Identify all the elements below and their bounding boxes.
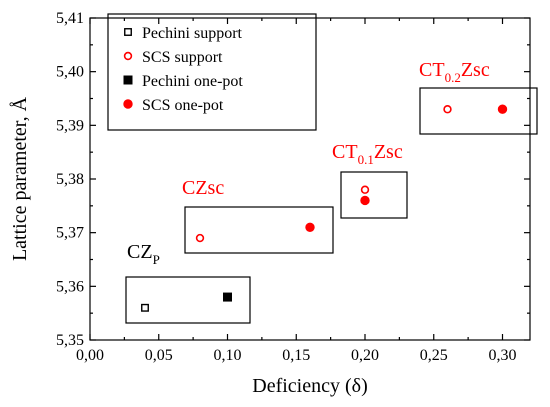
point-scs-support [195, 233, 205, 243]
y-tick-label: 5,37 [56, 225, 84, 242]
group-box-3 [340, 171, 408, 219]
legend-label: SCS support [142, 49, 223, 66]
x-tick-label: 0,20 [351, 347, 379, 364]
group-boxes [125, 87, 538, 324]
point-pechini-support [141, 303, 149, 312]
point-scs-one-pot [305, 222, 315, 233]
y-tick-label: 5,38 [56, 171, 84, 188]
x-tick-label: 0,30 [489, 347, 517, 364]
legend-marker [123, 51, 133, 61]
legend-label: Pechini one-pot [142, 73, 243, 90]
y-tick-label: 5,35 [56, 332, 84, 349]
annotation-label: CZP [127, 241, 160, 267]
legend-box [107, 13, 317, 131]
point-pechini-one-pot [223, 292, 232, 302]
x-axis-ticks: 0,00 0,05 0,10 0,15 0,20 0,25 0,30 [76, 18, 517, 364]
x-tick-label: 0,25 [420, 347, 448, 364]
point-scs-one-pot [497, 104, 508, 114]
annotation-label: CT0.2Zsc [419, 59, 490, 85]
y-tick-label: 5,36 [56, 278, 84, 295]
annotations: CZP CZsc CT0.1Zsc CT0.2Zsc [127, 59, 490, 267]
x-tick-label: 0,10 [214, 347, 242, 364]
legend-marker [123, 75, 133, 85]
legend: Pechini support SCS support Pechini one-po… [107, 13, 317, 131]
group-box-1 [125, 276, 251, 324]
annotation-label: CT0.1Zsc [332, 141, 403, 167]
y-axis-ticks: 5,35 5,36 5,37 5,38 5,39 5,40 5,41 [56, 10, 530, 349]
y-tick-label: 5,40 [56, 64, 84, 81]
axis-titles: Deficiency (δ) Lattice parameter, Å [9, 96, 368, 397]
data-points [141, 104, 508, 312]
y-axis-title: Lattice parameter, Å [9, 96, 31, 261]
annotation-label: CZsc [182, 177, 224, 199]
point-scs-support [360, 185, 370, 194]
x-tick-label: 0,05 [145, 347, 173, 364]
point-scs-support [443, 105, 452, 114]
x-axis-title: Deficiency (δ) [252, 375, 367, 397]
y-tick-label: 5,39 [56, 117, 84, 134]
y-tick-label: 5,41 [56, 10, 84, 27]
group-box-2 [184, 206, 334, 254]
legend-label: Pechini support [142, 25, 243, 42]
legend-marker [124, 28, 132, 36]
legend-marker [123, 99, 133, 109]
legend-label: SCS one-pot [142, 97, 224, 114]
x-tick-label: 0,15 [282, 347, 310, 364]
point-scs-one-pot [360, 195, 370, 206]
group-box-4 [419, 87, 538, 135]
x-tick-label: 0,00 [76, 347, 104, 364]
